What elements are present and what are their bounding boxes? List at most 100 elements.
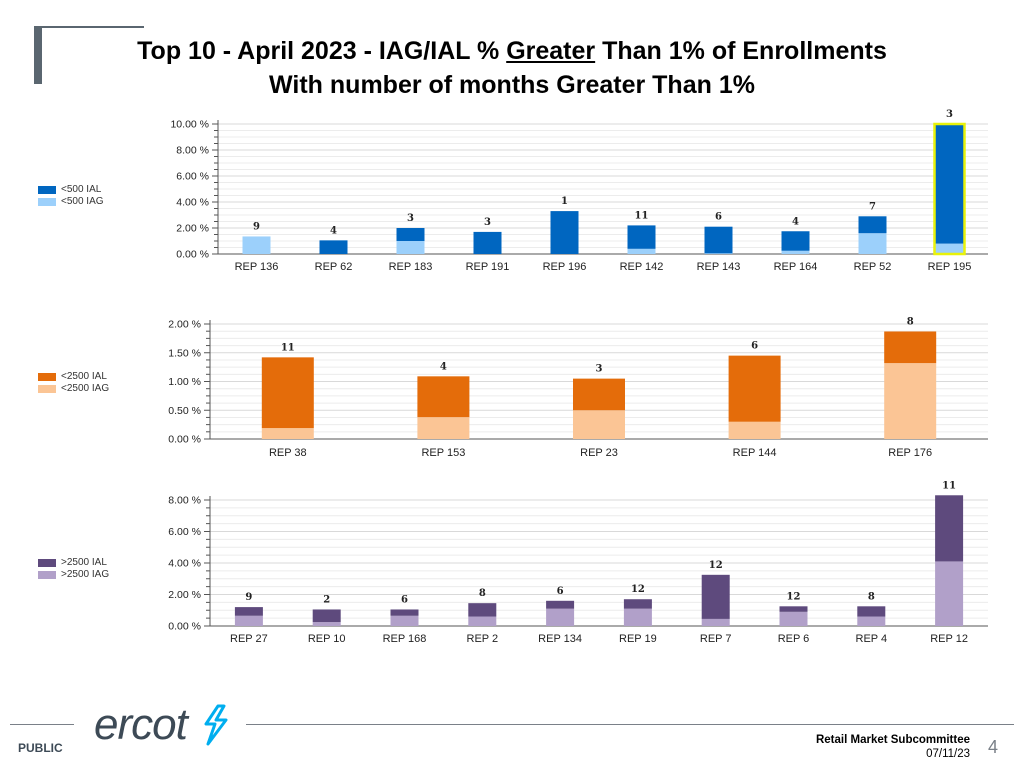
legend-under-2500: <2500 IAL <2500 IAG [38,371,109,395]
x-category-label-rep-19: REP 19 [619,633,657,645]
data-label-rep-144: 6 [751,341,758,352]
page-number: 4 [988,737,999,757]
y-tick-label-under-500: 8.00 % [176,145,209,157]
bar-ial-rep-191 [473,231,502,254]
data-label-rep-168: 6 [401,594,408,605]
bar-iag-rep-143 [704,253,733,254]
bar-ial-rep-52 [858,216,887,234]
y-tick-label-under-500: 2.00 % [176,223,209,235]
title-accent-bar [34,26,42,84]
legend-item-under-2500-iag: <2500 IAG [38,383,109,395]
bar-ial-rep-2 [468,603,497,617]
bar-ial-rep-164 [781,231,810,251]
data-label-rep-191: 3 [484,217,491,228]
legend-over-2500: >2500 IAL >2500 IAG [38,557,109,581]
data-label-rep-7: 12 [709,560,723,571]
title-line-1-part-a: Top 10 - April 2023 - IAG/IAL % [137,37,507,65]
title-line-2: With number of months Greater Than 1% [269,71,755,99]
y-tick-label-under-2500: 1.00 % [168,376,201,388]
bar-ial-rep-19 [623,599,652,609]
legend-swatch-under-500-ial [38,186,56,194]
bar-ial-rep-27 [234,607,263,616]
legend-label-under-2500-iag: <2500 IAG [61,383,110,394]
legend-label-over-2500-ial: >2500 IAL [61,557,107,568]
x-category-label-rep-38: REP 38 [269,447,307,459]
bar-iag-rep-52 [858,233,887,254]
x-category-label-rep-183: REP 183 [389,261,433,273]
bar-ial-rep-4 [857,606,886,617]
legend-item-over-2500-ial: >2500 IAL [38,557,109,569]
bar-iag-rep-144 [728,421,781,439]
data-label-rep-2: 8 [479,588,486,599]
x-category-label-rep-176: REP 176 [888,447,932,459]
bar-iag-rep-168 [390,615,419,626]
data-label-rep-196: 1 [561,196,568,207]
bar-ial-rep-142 [627,225,656,249]
bar-ial-rep-168 [390,609,419,616]
chart-under-2500: 0.00 % 0.50 % 1.00 % 1.50 % 2.00 % 11 REP 38 4 R… [0,300,1024,470]
bar-iag-rep-2 [468,616,497,626]
bar-ial-rep-195 [935,124,964,244]
title-line-1-underlined: Greater [506,37,596,65]
bar-iag-rep-10 [312,622,341,626]
y-tick-label-under-2500: 0.50 % [168,405,201,417]
data-label-rep-136: 9 [253,221,260,232]
bar-ial-rep-23 [573,378,625,411]
bar-ial-rep-143 [704,226,733,254]
x-category-label-rep-52: REP 52 [854,261,892,273]
legend-item-under-500-iag: <500 IAG [38,196,104,208]
bar-ial-rep-62 [319,240,348,254]
data-label-rep-38: 11 [281,342,295,353]
data-label-rep-164: 4 [792,216,799,227]
bar-iag-rep-183 [396,241,425,254]
x-category-label-rep-7: REP 7 [700,633,732,645]
x-category-label-rep-134: REP 134 [538,633,582,645]
data-label-rep-4: 8 [868,591,875,602]
y-tick-label-under-500: 0.00 % [176,249,209,261]
footer-rule-right [246,724,1014,725]
bar-iag-rep-6 [779,611,808,626]
legend-swatch-over-2500-iag [38,571,56,579]
legend-label-under-500-iag: <500 IAG [61,196,104,207]
data-label-rep-62: 4 [330,225,337,236]
x-category-label-rep-23: REP 23 [580,447,618,459]
x-category-label-rep-153: REP 153 [421,447,465,459]
bar-ial-rep-7 [701,574,730,619]
bar-highlight-rep-195 [933,122,966,256]
x-category-label-rep-191: REP 191 [466,261,510,273]
x-category-label-rep-6: REP 6 [778,633,810,645]
slide-date: 07/11/23 [926,748,970,760]
chart-over-2500-svg: 0.00 % 2.00 % 4.00 % 6.00 % 8.00 % 9 REP 27 2 RE… [168,480,988,645]
x-category-label-rep-168: REP 168 [383,633,427,645]
x-category-label-rep-142: REP 142 [620,261,664,273]
x-category-label-rep-164: REP 164 [774,261,818,273]
data-label-rep-142: 11 [635,210,649,221]
x-category-label-rep-195: REP 195 [928,261,972,273]
legend-label-under-500-ial: <500 IAL [61,184,102,195]
legend-label-under-2500-ial: <2500 IAL [61,371,107,382]
bar-ial-rep-134 [546,600,575,609]
y-tick-label-under-500: 10.00 % [170,119,209,131]
footer-meta: Retail Market Subcommittee 07/11/23 [816,733,970,761]
y-tick-label-over-2500: 6.00 % [168,526,201,538]
chart-under-500-svg: 0.00 % 2.00 % 4.00 % 6.00 % 8.00 % 10.00 % 9 RE… [170,109,988,273]
y-tick-label-under-500: 4.00 % [176,197,209,209]
committee-name: Retail Market Subcommittee [815,734,970,746]
bar-ial-rep-12 [935,495,964,562]
title-line-1: Top 10 - April 2023 - IAG/IAL % Greater … [0,34,1024,68]
data-label-rep-134: 6 [557,586,564,597]
y-tick-label-under-2500: 2.00 % [168,319,201,331]
bar-ial-rep-6 [779,606,808,612]
x-category-label-rep-4: REP 4 [856,633,888,645]
ercot-logo: ercot [94,700,228,750]
bar-iag-rep-134 [546,608,575,626]
bar-iag-rep-7 [701,618,730,626]
data-label-rep-52: 7 [869,201,876,212]
bar-ial-rep-176 [884,331,937,364]
ercot-logo-text: ercot [94,700,188,749]
legend-item-under-2500-ial: <2500 IAL [38,371,109,383]
bar-iag-rep-23 [573,410,625,439]
data-label-rep-153: 4 [440,361,447,372]
x-category-label-rep-27: REP 27 [230,633,268,645]
y-tick-label-over-2500: 8.00 % [168,495,201,507]
